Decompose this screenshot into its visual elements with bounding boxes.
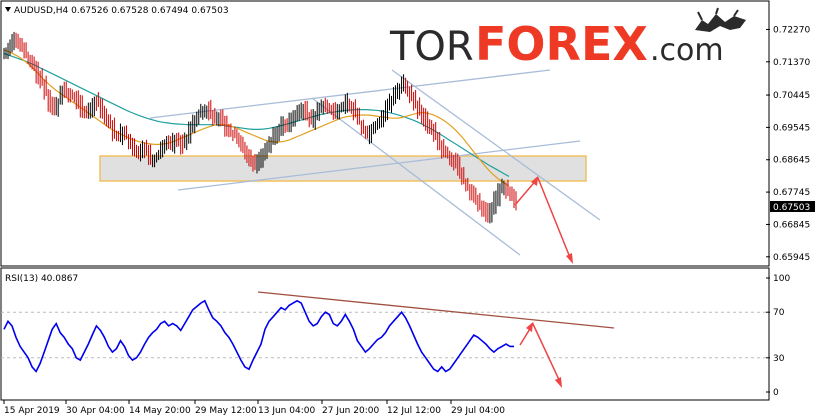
current-price-tag bbox=[770, 201, 815, 212]
channel-lines bbox=[149, 69, 601, 256]
rsi-axis: 100 70 30 0 bbox=[766, 274, 790, 398]
price-tick-label: 0.65945 bbox=[773, 253, 810, 263]
rsi-tick-label: 70 bbox=[773, 308, 785, 318]
price-forecast-arrow bbox=[514, 176, 573, 264]
price-tick-label: 0.69545 bbox=[773, 123, 810, 133]
price-tick-label: 0.67745 bbox=[773, 188, 810, 198]
time-tick-label: 27 Jun 20:00 bbox=[322, 406, 379, 416]
desc-channel-lower bbox=[311, 97, 521, 256]
desc-channel-upper bbox=[391, 69, 601, 221]
ma-slow-line bbox=[3, 52, 510, 178]
bull-bear-icon bbox=[695, 7, 746, 32]
price-bars bbox=[3, 31, 517, 224]
rsi-tick-label: 0 bbox=[773, 388, 779, 398]
rsi-trendline bbox=[257, 291, 615, 329]
time-tick-label: 29 May 12:00 bbox=[195, 406, 257, 416]
time-axis: 15 Apr 2019 30 Apr 04:00 14 May 20:00 29 Ma… bbox=[3, 400, 505, 416]
rsi-tick-label: 30 bbox=[773, 354, 785, 364]
price-tick-label: 0.66845 bbox=[773, 220, 810, 230]
symbol-info: AUDUSD,H4 0.67526 0.67528 0.67494 0.6750… bbox=[14, 6, 229, 16]
upper-channel-line bbox=[149, 69, 551, 119]
rsi-line bbox=[3, 299, 514, 373]
price-tick-label: 0.68645 bbox=[773, 156, 810, 166]
price-axis: 0.72270 0.71370 0.70445 0.69545 0.68645 0.677… bbox=[766, 25, 810, 263]
rsi-polyline bbox=[3, 299, 514, 373]
current-price-label: 0.67503 bbox=[773, 203, 810, 213]
time-tick-label: 14 May 20:00 bbox=[129, 406, 191, 416]
lower-channel-line bbox=[177, 140, 581, 191]
support-zone bbox=[99, 155, 587, 182]
price-tick-label: 0.72270 bbox=[773, 25, 810, 35]
watermark-tor: TOR bbox=[389, 24, 474, 70]
time-tick-label: 12 Jul 12:00 bbox=[387, 406, 441, 416]
time-tick-label: 30 Apr 04:00 bbox=[66, 406, 125, 416]
watermark: TOR FOREX .com bbox=[389, 7, 746, 71]
collapse-icon[interactable] bbox=[5, 7, 11, 12]
watermark-com: .com bbox=[650, 33, 724, 68]
price-panel bbox=[0, 0, 770, 267]
price-tick-label: 0.71370 bbox=[773, 58, 810, 68]
rsi-levels bbox=[1, 311, 769, 359]
rsi-title: RSI(13) 40.0867 bbox=[5, 274, 78, 284]
time-tick-label: 13 Jun 04:00 bbox=[258, 406, 315, 416]
rsi-forecast-arrow bbox=[519, 322, 562, 388]
time-tick-label: 15 Apr 2019 bbox=[4, 406, 60, 416]
time-tick-label: 29 Jul 04:00 bbox=[451, 406, 505, 416]
watermark-forex: FOREX bbox=[475, 17, 648, 71]
rsi-tick-label: 100 bbox=[773, 274, 790, 284]
price-tick-label: 0.70445 bbox=[773, 91, 810, 101]
chart-header: AUDUSD,H4 0.67526 0.67528 0.67494 0.6750… bbox=[5, 6, 229, 16]
